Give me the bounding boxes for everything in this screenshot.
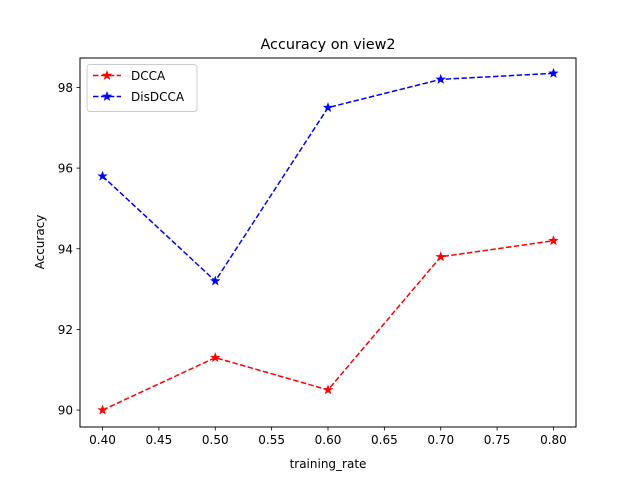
legend: DCCA DisDCCA <box>86 64 198 112</box>
data-point <box>322 102 334 113</box>
x-tick-label: 0.65 <box>371 433 398 447</box>
series-disdcca <box>97 67 559 286</box>
data-point <box>210 352 221 363</box>
data-point <box>548 235 559 246</box>
chart-title: Accuracy on view2 <box>260 37 395 53</box>
x-axis: 0.40 0.45 0.50 0.55 0.60 0.65 0.70 0.75 0.80 <box>89 427 567 447</box>
x-tick-label: 0.80 <box>540 433 567 447</box>
data-point <box>210 275 221 286</box>
x-tick-label: 0.50 <box>202 433 229 447</box>
y-tick-label: 96 <box>58 162 73 176</box>
x-tick-label: 0.70 <box>427 433 454 447</box>
x-tick-label: 0.55 <box>258 433 285 447</box>
legend-marker <box>101 91 113 101</box>
data-point <box>97 170 108 181</box>
plot-frame <box>79 57 577 428</box>
y-tick-label: 92 <box>58 323 73 337</box>
y-tick-label: 94 <box>58 242 73 256</box>
legend-item-dcca: DCCA <box>93 69 166 83</box>
y-tick-label: 90 <box>58 404 73 418</box>
data-point <box>97 404 108 415</box>
legend-label: DisDCCA <box>131 90 185 104</box>
x-axis-label: training_rate <box>290 457 367 471</box>
data-point <box>548 67 559 78</box>
legend-frame <box>86 64 198 112</box>
plot-area <box>79 57 577 428</box>
x-tick-label: 0.40 <box>89 433 116 447</box>
data-point <box>435 73 446 84</box>
legend-label: DCCA <box>131 69 166 83</box>
series-dcca <box>97 235 559 415</box>
x-tick-label: 0.45 <box>146 433 173 447</box>
y-tick-label: 98 <box>58 81 73 95</box>
y-axis-label: Accuracy <box>33 215 47 270</box>
x-tick-label: 0.75 <box>484 433 511 447</box>
y-axis: 90 92 94 96 98 <box>58 81 80 418</box>
legend-marker <box>101 70 113 80</box>
series-layer <box>97 67 559 415</box>
data-point <box>435 251 446 262</box>
x-tick-label: 0.60 <box>315 433 342 447</box>
legend-item-disdcca: DisDCCA <box>93 90 185 104</box>
data-point <box>322 384 334 395</box>
